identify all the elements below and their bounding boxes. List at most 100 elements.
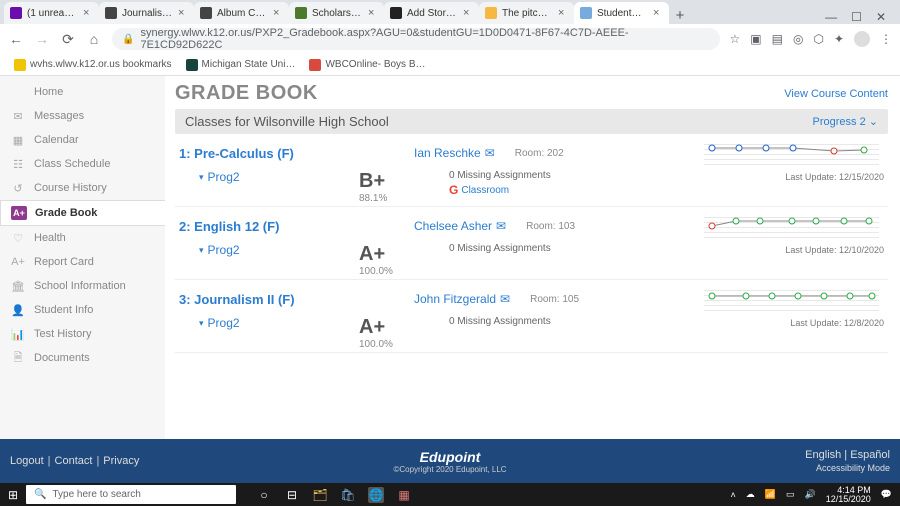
window-controls: — ☐ ✕	[815, 10, 896, 24]
tray-cloud-icon[interactable]: ☁	[746, 489, 755, 500]
start-button[interactable]: ⊞	[0, 488, 26, 502]
teacher-link[interactable]: Ian Reschke ✉	[414, 146, 495, 160]
minimize-icon[interactable]: —	[825, 10, 837, 24]
sidebar-item-student-info[interactable]: 👤Student Info	[0, 298, 165, 322]
bookmark-label: wvhs.wlwv.k12.or.us bookmarks	[30, 59, 172, 70]
tray-volume-icon[interactable]: 🔊	[805, 489, 816, 500]
mail-icon[interactable]: ✉	[500, 292, 510, 306]
course-name-link[interactable]: 1: Pre-Calculus (F)	[179, 146, 394, 161]
lang-link[interactable]: Español	[850, 449, 890, 461]
course-row: 1: Pre-Calculus (F) Ian Reschke ✉ Room: …	[175, 134, 888, 207]
maximize-icon[interactable]: ☐	[851, 10, 862, 24]
tab-close-icon[interactable]: ×	[178, 7, 188, 19]
tray-notif-icon[interactable]: 💬	[881, 489, 892, 500]
tab-close-icon[interactable]: ×	[558, 7, 568, 19]
tab-close-icon[interactable]: ×	[463, 7, 473, 19]
cortana-icon[interactable]: ○	[256, 487, 272, 503]
sidebar-icon: ▦	[10, 133, 26, 147]
tab-close-icon[interactable]: ×	[368, 7, 378, 19]
sidebar-item-home[interactable]: Home	[0, 80, 165, 104]
new-tab-button[interactable]: +	[669, 7, 691, 24]
explorer-icon[interactable]: 🗂	[312, 487, 328, 503]
progress-link[interactable]: Prog2	[179, 316, 359, 330]
footer-link-contact[interactable]: Contact	[55, 455, 93, 467]
last-update: Last Update: 12/10/2020	[704, 245, 884, 255]
footer-link-privacy[interactable]: Privacy	[103, 455, 139, 467]
chrome-icon[interactable]: 🌐	[368, 487, 384, 503]
teacher-link[interactable]: Chelsee Asher ✉	[414, 219, 506, 233]
room-label: Room: 202	[515, 148, 564, 159]
teacher-link[interactable]: John Fitzgerald ✉	[414, 292, 510, 306]
tab-close-icon[interactable]: ×	[653, 7, 663, 19]
store-icon[interactable]: 🛍	[340, 487, 356, 503]
mail-icon[interactable]: ✉	[496, 219, 506, 233]
sparkline	[704, 286, 879, 312]
taskview-icon[interactable]: ⊟	[284, 487, 300, 503]
tab-title: Scholarship Pro	[312, 8, 363, 19]
close-icon[interactable]: ✕	[876, 10, 886, 24]
sidebar-label: Messages	[34, 110, 84, 122]
mail-icon[interactable]: ✉	[485, 146, 495, 160]
browser-tab[interactable]: (1 unread) - bry×	[4, 2, 99, 24]
favicon	[105, 7, 117, 19]
forward-button[interactable]: →	[34, 31, 50, 47]
browser-tab[interactable]: Journalism and×	[99, 2, 194, 24]
missing-assignments: 0 Missing Assignments	[449, 170, 551, 181]
course-name-link[interactable]: 3: Journalism II (F)	[179, 292, 394, 307]
tray-wifi-icon[interactable]: 📶	[765, 489, 776, 500]
sidebar-item-course-history[interactable]: ↺Course History	[0, 176, 165, 200]
sidebar-item-report-card[interactable]: A+Report Card	[0, 250, 165, 274]
sidebar-item-school-information[interactable]: 🏛School Information	[0, 274, 165, 298]
favicon	[295, 7, 307, 19]
bookmark-item[interactable]: Michigan State Uni…	[186, 59, 296, 71]
sidebar-item-grade-book[interactable]: A+Grade Book	[0, 200, 165, 226]
tray-battery-icon[interactable]: ▭	[786, 489, 795, 500]
back-button[interactable]: ←	[8, 31, 24, 47]
menu-icon[interactable]: ⋮	[880, 32, 892, 46]
ext-icon-2[interactable]: ▤	[772, 32, 783, 46]
classroom-link[interactable]: GClassroom	[449, 183, 551, 197]
sidebar-item-test-history[interactable]: 📊Test History	[0, 322, 165, 346]
bookmark-item[interactable]: WBCOnline- Boys B…	[309, 59, 425, 71]
sidebar-label: Home	[34, 86, 63, 98]
sidebar-item-documents[interactable]: 🗎Documents	[0, 346, 165, 370]
footer-link-logout[interactable]: Logout	[10, 455, 44, 467]
sidebar-item-health[interactable]: ♡Health	[0, 226, 165, 250]
tray-up-icon[interactable]: ˄	[731, 490, 736, 500]
progress-selector[interactable]: Progress 2 ⌄	[813, 115, 878, 128]
star-icon[interactable]: ☆	[730, 32, 741, 46]
tab-close-icon[interactable]: ×	[83, 7, 93, 19]
progress-link[interactable]: Prog2	[179, 243, 359, 257]
browser-tab[interactable]: Scholarship Pro ×	[289, 2, 384, 24]
accessibility-link[interactable]: Accessibility Mode	[816, 463, 890, 473]
extensions-icon[interactable]: ✦	[834, 32, 844, 46]
app-icon[interactable]: ▦	[396, 487, 412, 503]
sidebar-icon: ♡	[10, 231, 26, 245]
browser-tab[interactable]: Add Story ‹ Wil×	[384, 2, 479, 24]
browser-tab[interactable]: The pitch 12/14×	[479, 2, 574, 24]
home-button[interactable]: ⌂	[86, 31, 102, 47]
bookmark-item[interactable]: wvhs.wlwv.k12.or.us bookmarks	[14, 59, 172, 71]
taskbar-search[interactable]: 🔍 Type here to search	[26, 485, 236, 504]
course-name-link[interactable]: 2: English 12 (F)	[179, 219, 394, 234]
browser-tab[interactable]: Album Cover: S×	[194, 2, 289, 24]
tab-close-icon[interactable]: ×	[273, 7, 283, 19]
reload-button[interactable]: ⟳	[60, 31, 76, 48]
sidebar-label: Test History	[34, 328, 91, 340]
ext-icon-4[interactable]: ⬡	[813, 32, 823, 46]
lang-link[interactable]: English	[805, 449, 841, 461]
course-row: 2: English 12 (F) Chelsee Asher ✉ Room: …	[175, 207, 888, 280]
ext-icon-1[interactable]: ▣	[750, 32, 761, 46]
sidebar-item-calendar[interactable]: ▦Calendar	[0, 128, 165, 152]
view-course-content-link[interactable]: View Course Content	[784, 88, 888, 100]
sidebar-item-class-schedule[interactable]: ☷Class Schedule	[0, 152, 165, 176]
progress-link[interactable]: Prog2	[179, 170, 359, 184]
profile-icon[interactable]	[854, 31, 870, 47]
tray-clock[interactable]: 4:14 PM 12/15/2020	[826, 486, 871, 504]
url-box[interactable]: 🔒 synergy.wlwv.k12.or.us/PXP2_Gradebook.…	[112, 28, 720, 50]
room-label: Room: 103	[526, 221, 575, 232]
browser-tab[interactable]: StudentVUE×	[574, 2, 669, 24]
sidebar-item-messages[interactable]: ✉Messages	[0, 104, 165, 128]
sidebar-label: School Information	[34, 280, 126, 292]
ext-icon-3[interactable]: ◎	[793, 32, 803, 46]
